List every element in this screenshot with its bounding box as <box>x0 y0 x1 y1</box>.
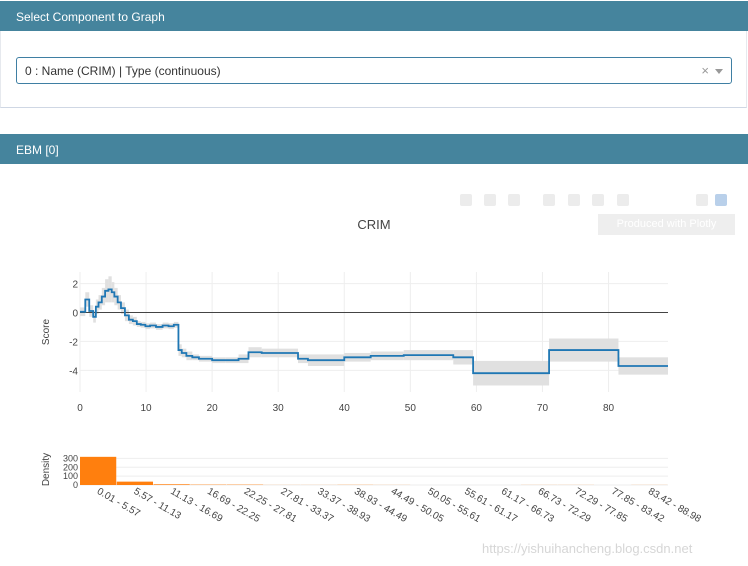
y-axis-title: Score <box>41 319 52 346</box>
ebm-panel-title: EBM [0] <box>16 143 59 157</box>
density-bar <box>153 484 190 485</box>
camera-icon[interactable] <box>460 194 472 206</box>
density-y-tick-label: 200 <box>63 462 78 472</box>
component-panel-title: Select Component to Graph <box>16 10 165 24</box>
density-bar <box>80 456 117 485</box>
x-tick-label: 70 <box>537 403 549 414</box>
clear-icon[interactable]: × <box>701 63 709 78</box>
zoom-in-icon[interactable] <box>543 194 555 206</box>
component-select[interactable]: 0 : Name (CRIM) | Type (continuous) × <box>16 57 732 84</box>
density-y-tick-label: 300 <box>63 453 78 463</box>
zoom-out-icon[interactable] <box>568 194 580 206</box>
watermark: https://yishuihancheng.blog.csdn.net <box>482 541 693 556</box>
x-tick-label: 80 <box>603 403 615 414</box>
density-bar <box>116 481 153 485</box>
x-tick-label: 30 <box>273 403 285 414</box>
x-tick-label: 0 <box>77 403 83 414</box>
score-step-line <box>80 288 668 375</box>
x-tick-label: 60 <box>471 403 483 414</box>
component-select-value: 0 : Name (CRIM) | Type (continuous) <box>25 64 221 78</box>
component-panel-header: Select Component to Graph <box>0 1 748 31</box>
plotly-logo-icon[interactable] <box>715 194 727 206</box>
density-axis-title: Density <box>41 453 52 486</box>
y-tick-label: 2 <box>72 280 78 291</box>
chevron-down-icon[interactable] <box>715 69 723 74</box>
hover-closest-icon[interactable] <box>696 194 708 206</box>
density-y-tick-label: 0 <box>73 480 78 490</box>
x-tick-label: 10 <box>141 403 153 414</box>
produced-with-plotly-tooltip: Produced with Plotly <box>598 214 735 235</box>
autoscale-icon[interactable] <box>592 194 604 206</box>
density-y-tick-label: 100 <box>63 471 78 481</box>
y-tick-label: -2 <box>69 337 78 348</box>
y-tick-label: -4 <box>69 366 78 377</box>
pan-icon[interactable] <box>508 194 520 206</box>
x-tick-label: 40 <box>339 403 351 414</box>
x-tick-label: 50 <box>405 403 417 414</box>
chart-title: CRIM <box>357 217 390 232</box>
zoom-icon[interactable] <box>484 194 496 206</box>
x-tick-label: 20 <box>207 403 219 414</box>
y-tick-label: 0 <box>72 308 78 319</box>
ebm-panel-header: EBM [0] <box>0 134 748 164</box>
reset-axes-icon[interactable] <box>617 194 629 206</box>
